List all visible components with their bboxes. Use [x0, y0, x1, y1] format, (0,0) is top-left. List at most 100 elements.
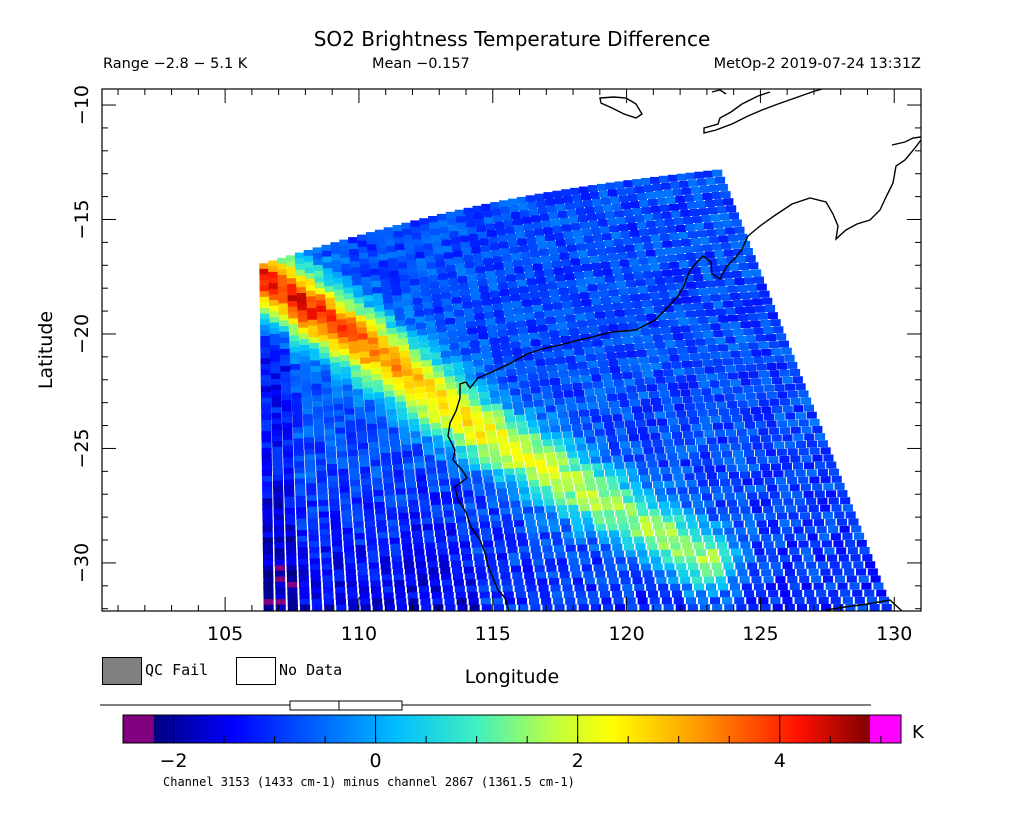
heatmap-cell	[309, 343, 320, 350]
heatmap-cell	[539, 331, 550, 339]
heatmap-cell	[857, 604, 868, 611]
heatmap-cell	[648, 227, 659, 235]
y-tick-label: −30	[71, 543, 93, 583]
heatmap-cell	[618, 224, 629, 232]
heatmap-cell	[648, 320, 659, 328]
heatmap-cell	[413, 374, 424, 382]
heatmap-cell	[281, 394, 292, 402]
heatmap-cell	[282, 417, 293, 425]
heatmap-cell	[294, 478, 305, 486]
heatmap-cell	[335, 307, 346, 315]
heatmap-cell	[541, 432, 552, 440]
heatmap-cell	[809, 476, 820, 484]
heatmap-cell	[594, 517, 605, 525]
heatmap-cell	[403, 235, 414, 243]
heatmap-cell	[384, 598, 395, 606]
heatmap-cell	[404, 567, 415, 575]
heatmap-cell	[677, 202, 688, 210]
heatmap-cell	[400, 357, 411, 365]
heatmap-cell	[271, 407, 282, 415]
heatmap-cell	[656, 494, 667, 502]
heatmap-cell	[568, 251, 579, 259]
heatmap-cell	[453, 309, 464, 317]
heatmap-cell	[545, 452, 556, 460]
heatmap-cell	[786, 540, 797, 548]
heatmap-cell	[385, 495, 396, 503]
heatmap-cell	[523, 265, 534, 273]
heatmap-cell	[581, 264, 592, 271]
heatmap-cell	[345, 311, 356, 319]
heatmap-cell	[483, 417, 494, 425]
heatmap-cell	[268, 266, 279, 274]
heatmap-cell	[499, 501, 510, 509]
heatmap-cell	[684, 438, 695, 446]
heatmap-cell	[647, 543, 658, 551]
heatmap-cell	[566, 279, 577, 287]
heatmap-cell	[620, 330, 631, 338]
heatmap-cell	[349, 467, 360, 475]
heatmap-cell	[744, 485, 755, 493]
heatmap-cell	[392, 295, 403, 303]
heatmap-cell	[682, 431, 693, 439]
heatmap-cell	[381, 459, 392, 466]
heatmap-cell	[494, 310, 505, 318]
heatmap-cell	[700, 352, 711, 360]
stats-box	[289, 700, 403, 711]
heatmap-cell	[647, 460, 658, 468]
heatmap-cell	[730, 321, 741, 329]
heatmap-cell	[594, 346, 605, 354]
heatmap-cell	[738, 499, 749, 507]
heatmap-cell	[441, 292, 452, 300]
heatmap-cell	[600, 261, 611, 269]
heatmap-cell	[826, 490, 837, 498]
heatmap-cell	[645, 454, 656, 461]
heatmap-cell	[353, 389, 364, 397]
heatmap-cell	[529, 250, 540, 258]
heatmap-cell	[590, 227, 601, 235]
heatmap-cell	[389, 346, 400, 354]
heatmap-cell	[450, 290, 461, 298]
heatmap-cell	[766, 334, 777, 342]
heatmap-cell	[784, 533, 795, 541]
heatmap-cell	[593, 564, 604, 572]
heatmap-cell	[357, 563, 368, 570]
heatmap-cell	[269, 300, 280, 308]
heatmap-cell	[715, 279, 726, 287]
heatmap-cell	[386, 245, 397, 253]
heatmap-cell	[387, 421, 398, 429]
heatmap-cell	[388, 525, 399, 533]
heatmap-cell	[678, 417, 689, 425]
heatmap-cell	[697, 444, 708, 452]
heatmap-cell	[689, 528, 700, 536]
heatmap-cell	[262, 481, 273, 489]
heatmap-cell	[372, 598, 383, 606]
heatmap-cell	[320, 546, 331, 554]
heatmap-cell	[319, 346, 330, 354]
heatmap-cell	[286, 255, 297, 263]
heatmap-cell	[472, 300, 483, 308]
heatmap-cell	[554, 604, 565, 611]
heatmap-cell	[329, 505, 340, 512]
heatmap-cell	[312, 406, 323, 414]
heatmap-cell	[653, 241, 664, 249]
heatmap-cell	[455, 591, 466, 599]
heatmap-cell	[314, 436, 325, 443]
heatmap-cell	[287, 581, 298, 589]
heatmap-cell	[347, 329, 358, 337]
heatmap-cell	[393, 470, 404, 478]
heatmap-cell	[290, 375, 301, 383]
heatmap-cell	[391, 289, 402, 297]
heatmap-cell	[652, 183, 663, 191]
heatmap-cell	[570, 223, 581, 231]
heatmap-cell	[524, 513, 535, 521]
heatmap-cell	[412, 530, 423, 538]
heatmap-cell	[693, 430, 704, 438]
heatmap-cell	[834, 575, 845, 583]
heatmap-cell	[526, 366, 537, 374]
heatmap-cell	[371, 466, 382, 473]
heatmap-cell	[742, 478, 753, 486]
heatmap-cell	[381, 574, 392, 582]
heatmap-cell	[500, 343, 511, 350]
heatmap-cell	[690, 238, 701, 246]
heatmap-cell	[506, 539, 517, 547]
